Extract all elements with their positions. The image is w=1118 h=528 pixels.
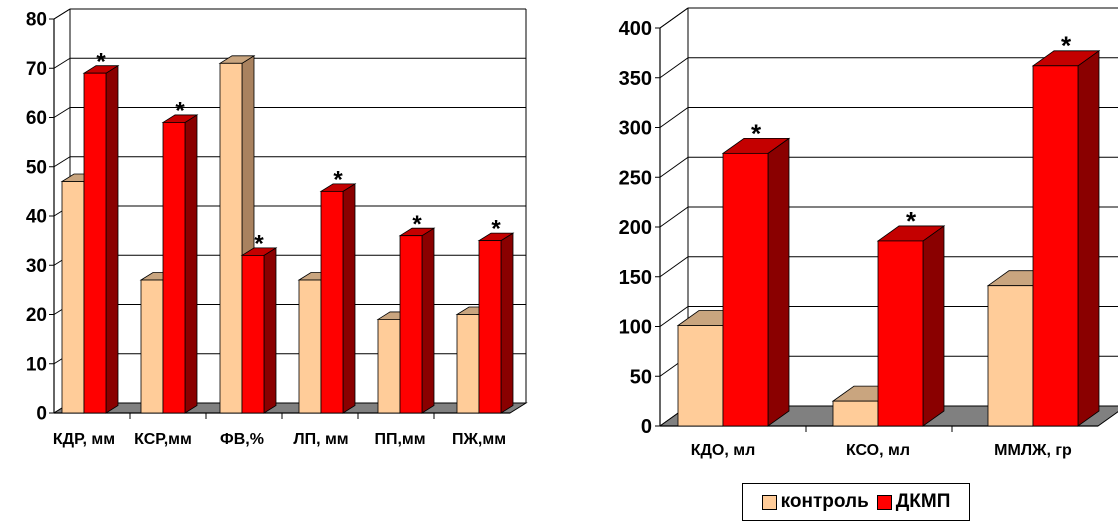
y-tick-label: 300 <box>619 118 652 140</box>
bar-control <box>61 181 85 414</box>
y-tick-label: 50 <box>630 366 652 388</box>
bar-control <box>987 285 1034 427</box>
x-tick-label: КДР, мм <box>53 431 115 448</box>
legend-swatch-control <box>761 494 777 510</box>
y-tick-label: 20 <box>26 305 47 326</box>
x-tick-label: ММЛЖ, гр <box>994 442 1072 459</box>
bar-side <box>184 114 198 414</box>
legend-label-dkmp: ДКМП <box>895 491 951 512</box>
bar-dkmp <box>162 122 186 414</box>
significance-star: * <box>175 98 185 125</box>
bar-dkmp <box>722 152 769 427</box>
bar-dkmp <box>478 240 502 414</box>
wall-gridline <box>659 256 689 278</box>
bar-side <box>105 64 119 414</box>
wall-gridline <box>659 107 689 128</box>
x-tick-label: КСР,мм <box>134 431 192 448</box>
y-tick-label: 50 <box>26 157 47 178</box>
wall-gridline <box>659 306 689 327</box>
significance-star: * <box>412 211 422 238</box>
wall-gridline <box>659 57 689 79</box>
y-tick-label: 30 <box>26 256 47 277</box>
bar-side <box>500 232 514 414</box>
wall-gridline <box>53 107 71 118</box>
y-tick-label: 0 <box>36 404 47 425</box>
floor <box>52 402 528 414</box>
y-tick-label: 100 <box>619 317 652 339</box>
x-tick-label: КДО, мл <box>691 442 756 459</box>
wall-gridline <box>53 57 71 69</box>
x-tick-label: КСО, мл <box>846 442 910 459</box>
wall-gridline <box>659 156 689 178</box>
significance-star: * <box>906 206 917 236</box>
legend-label-control: контроль <box>780 491 869 512</box>
bar-dkmp <box>320 190 344 414</box>
bar-dkmp <box>399 235 423 414</box>
bar-dkmp <box>241 254 265 414</box>
bar-side <box>767 137 790 427</box>
bar-dkmp <box>877 240 924 427</box>
chart-right: 0 50 100 150 200 250 300 350 400 * КДО, мл * КСО, мл… <box>619 7 1118 459</box>
y-tick-label: 40 <box>26 207 47 228</box>
bar-side <box>263 247 277 414</box>
y-tick-label: 400 <box>619 18 652 40</box>
bar-control <box>298 279 322 414</box>
x-tick-label: ПЖ,мм <box>452 431 506 448</box>
y-tick-label: 150 <box>619 267 652 289</box>
y-tick-label: 10 <box>26 354 47 375</box>
bar-side <box>421 227 435 414</box>
legend-item-dkmp: ДКМП <box>876 491 951 513</box>
significance-star: * <box>96 48 106 75</box>
legend-item-control: контроль <box>761 491 869 513</box>
significance-star: * <box>491 216 501 243</box>
legend-swatch-dkmp <box>876 494 892 510</box>
y-tick-label: 200 <box>619 217 652 239</box>
bar-side <box>1077 50 1100 427</box>
y-tick-label: 80 <box>26 10 47 31</box>
significance-star: * <box>333 166 343 193</box>
y-tick-label: 0 <box>641 416 652 438</box>
x-tick-label: ПП,мм <box>374 431 425 448</box>
y-tick-label: 70 <box>26 59 47 80</box>
bar-control <box>219 62 243 414</box>
bar-dkmp <box>83 72 107 414</box>
bar-side <box>342 183 356 414</box>
significance-star: * <box>1061 31 1072 61</box>
y-tick-label: 60 <box>26 108 47 129</box>
wall-gridline <box>53 156 71 168</box>
significance-star: * <box>254 231 264 258</box>
wall-top-edge <box>53 8 71 20</box>
significance-star: * <box>751 118 762 148</box>
y-tick-label: 350 <box>619 68 652 90</box>
bar-control <box>677 325 724 427</box>
x-tick-label: ФВ,% <box>220 431 264 448</box>
y-tick-label: 250 <box>619 167 652 189</box>
bar-dkmp <box>1032 65 1079 427</box>
x-tick-label: ЛП, мм <box>293 431 348 448</box>
bar-control <box>377 319 401 414</box>
bar-side <box>922 225 945 427</box>
legend: контроль ДКМП <box>742 483 970 521</box>
wall-gridline <box>659 206 689 228</box>
chart-left: 0 10 20 30 40 50 60 70 80 * КДР, мм * КСР,мм * ФВ,% * ЛП… <box>26 8 528 448</box>
bar-control <box>832 400 879 427</box>
wall-top-edge <box>659 7 689 29</box>
bar-control <box>456 314 480 414</box>
bar-control <box>140 279 164 414</box>
